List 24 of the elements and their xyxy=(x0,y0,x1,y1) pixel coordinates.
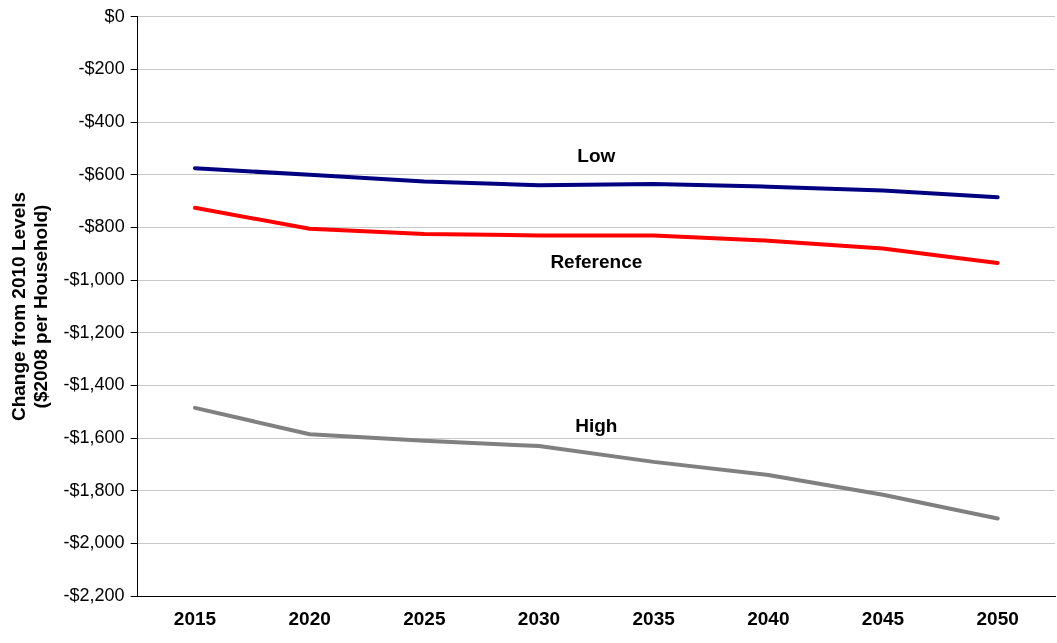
y-tick-label: -$1,400 xyxy=(63,374,125,395)
x-tick-label: 2050 xyxy=(976,607,1019,629)
y-tick-label: -$1,600 xyxy=(63,427,125,448)
y-tick-label: -$1,200 xyxy=(63,321,125,342)
x-tick-label: 2020 xyxy=(288,607,331,629)
x-tick-label: 2040 xyxy=(747,607,790,629)
y-tick-label: -$400 xyxy=(78,111,125,132)
y-tick-label: -$2,000 xyxy=(63,532,125,553)
y-axis-title: Change from 2010 Levels ($2008 per Household) xyxy=(7,191,52,422)
y-tick-label: -$200 xyxy=(78,58,125,79)
series-label: Low xyxy=(577,145,616,167)
series-label: High xyxy=(575,414,618,436)
x-tick-label: 2035 xyxy=(632,607,676,629)
y-tick-label: -$600 xyxy=(78,163,125,184)
y-tick-label: $0 xyxy=(104,5,125,26)
x-tick-label: 2045 xyxy=(861,607,905,629)
y-tick-label: -$1,800 xyxy=(63,479,125,500)
x-tick-label: 2015 xyxy=(173,607,217,629)
y-tick-label: -$1,000 xyxy=(63,269,125,290)
x-tick-label: 2025 xyxy=(403,607,446,629)
y-tick-label: -$800 xyxy=(78,216,125,237)
x-tick-label: 2030 xyxy=(517,607,561,629)
y-tick-label: -$2,200 xyxy=(63,585,125,606)
series-label: Reference xyxy=(550,251,643,273)
